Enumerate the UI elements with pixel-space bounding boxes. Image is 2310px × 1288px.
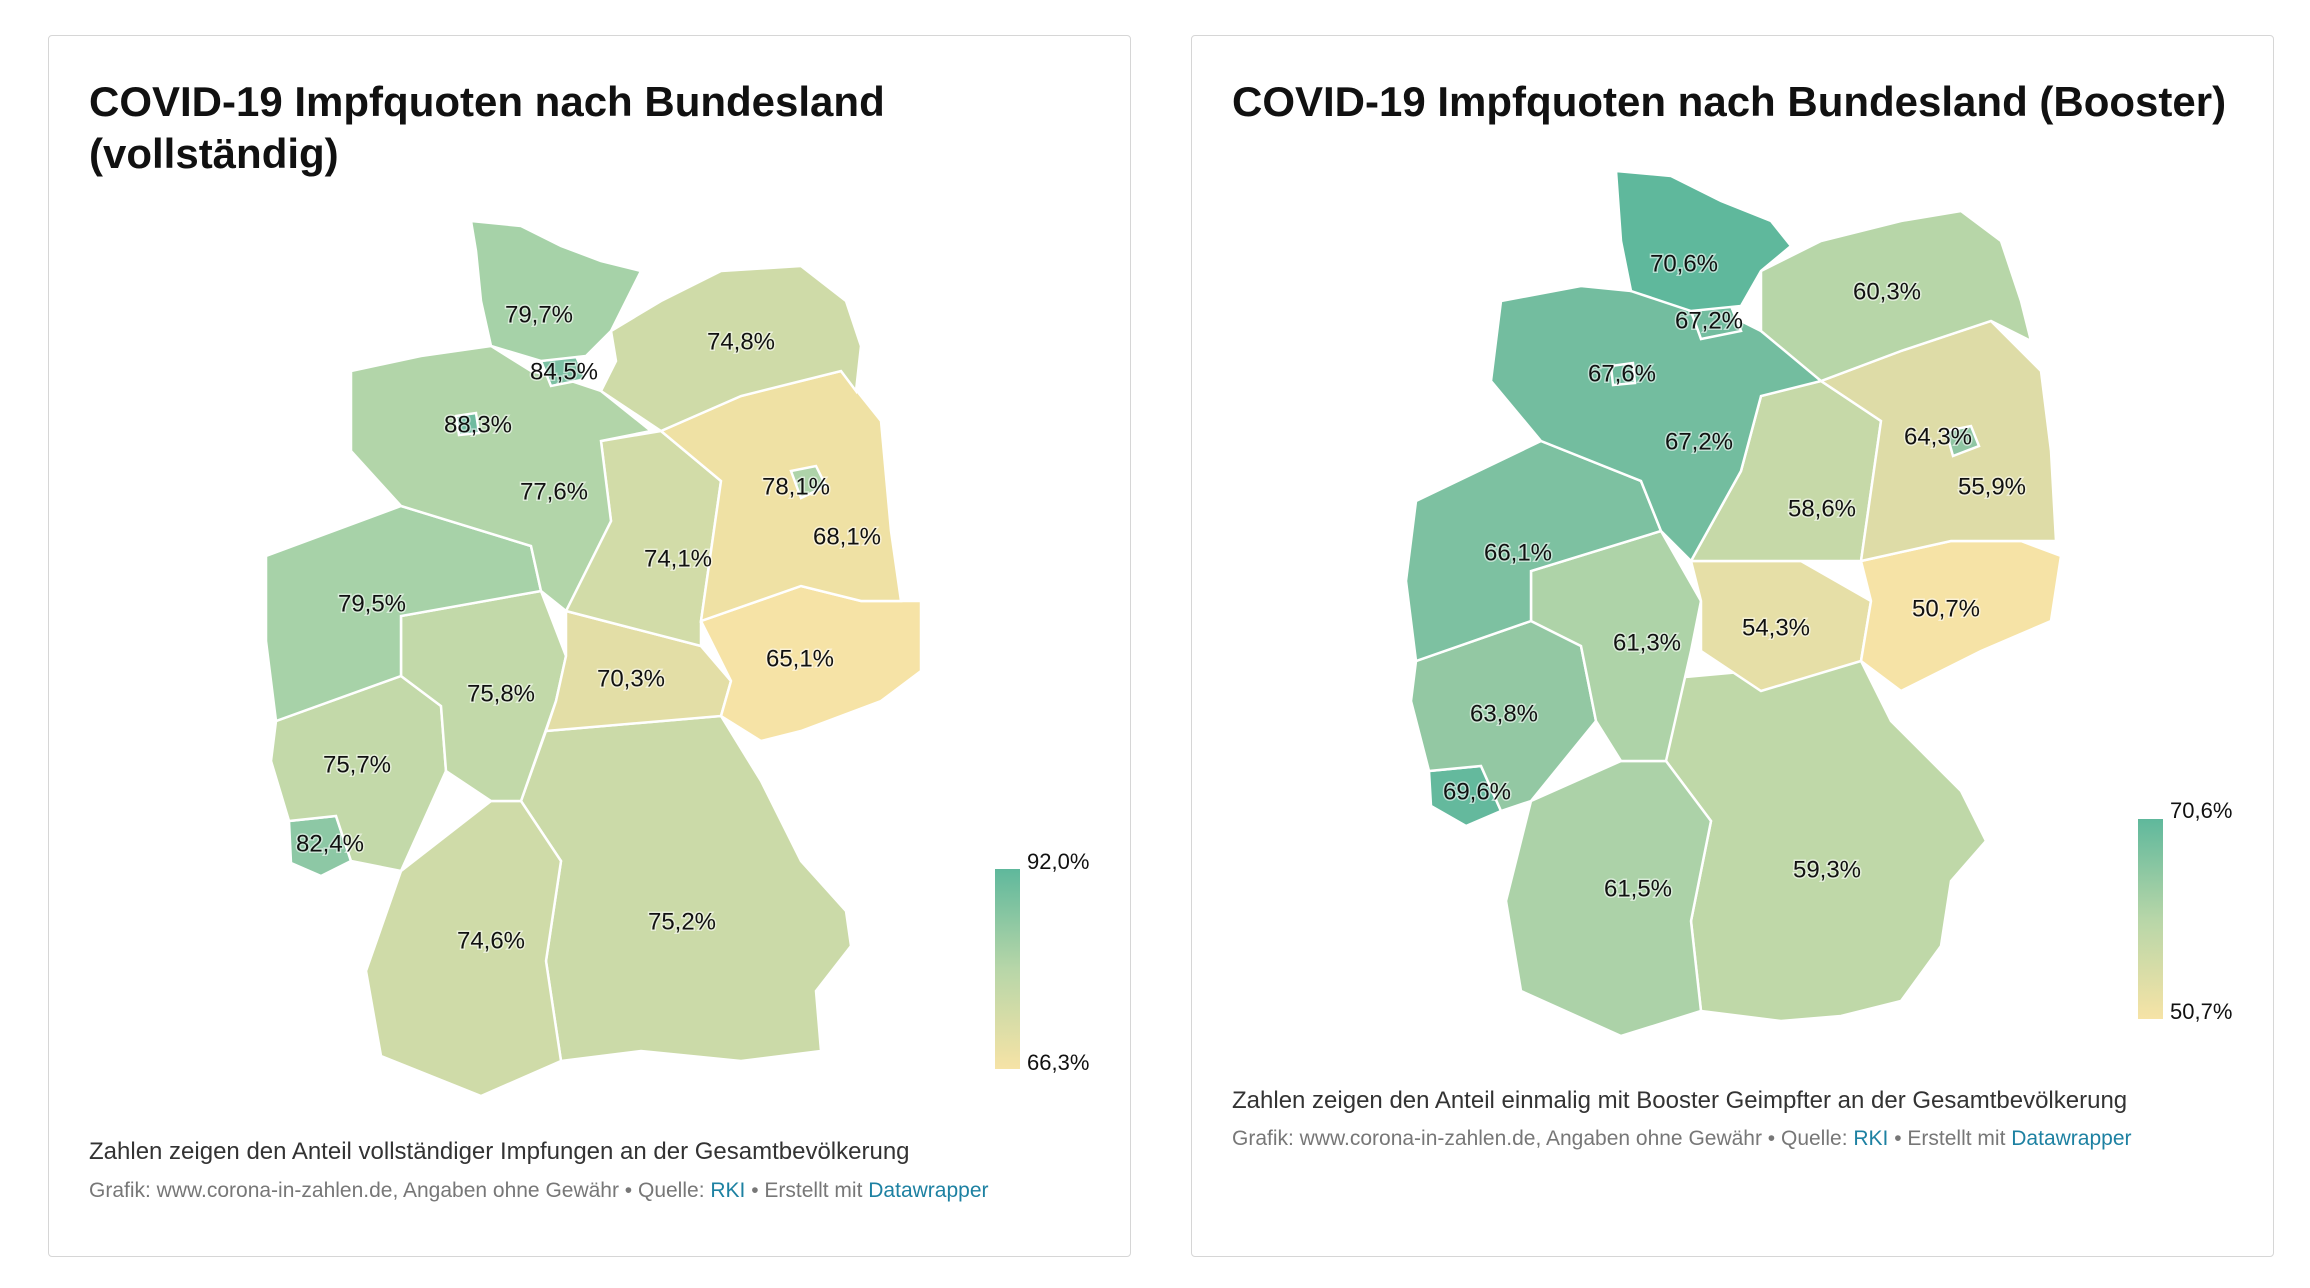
datawrapper-link[interactable]: Datawrapper	[2011, 1127, 2132, 1150]
region-bremen[interactable]	[454, 411, 481, 437]
color-legend-bar	[995, 869, 1020, 1069]
value-label-hamburg: 67,2%	[1675, 307, 1743, 334]
germany-map: 70,6% 67,2% 60,3% 67,6% 67,2% 64,3% 55,9…	[1404, 169, 2063, 1038]
datawrapper-link[interactable]: Datawrapper	[868, 1179, 989, 1202]
value-label-bremen: 67,6%	[1588, 360, 1656, 387]
value-label-brandenburg: 68,1%	[813, 523, 881, 550]
region-hessen[interactable]	[1529, 529, 1703, 763]
value-label-rheinland-pfalz: 63,8%	[1470, 700, 1538, 727]
region-thueringen[interactable]	[1689, 559, 1873, 693]
map-card-vollstaendig: COVID-19 Impfquoten nach Bundesland (vol…	[48, 35, 1131, 1257]
color-legend-bar	[2138, 819, 2163, 1019]
value-label-niedersachsen: 67,2%	[1665, 428, 1733, 455]
value-label-bremen: 88,3%	[444, 411, 512, 438]
value-label-saarland: 82,4%	[296, 830, 364, 857]
value-label-thueringen: 70,3%	[597, 665, 665, 692]
value-label-berlin: 78,1%	[762, 473, 830, 500]
chart-description: Zahlen zeigen den Anteil vollständiger I…	[89, 1138, 910, 1165]
region-mecklenburg-vorpommern[interactable]	[1759, 209, 2033, 383]
value-label-rheinland-pfalz: 75,7%	[323, 751, 391, 778]
region-hessen[interactable]	[399, 589, 568, 803]
value-label-schleswig-holstein: 79,7%	[505, 301, 573, 328]
value-label-brandenburg: 55,9%	[1958, 473, 2026, 500]
region-bayern[interactable]	[519, 714, 853, 1063]
value-label-bayern: 59,3%	[1793, 856, 1861, 883]
legend-max-label: 70,6%	[2170, 798, 2233, 823]
value-label-hamburg: 84,5%	[530, 358, 598, 385]
chart-title: COVID-19 Impfquoten nach Bundesland (Boo…	[1232, 78, 2227, 125]
region-berlin[interactable]	[1944, 424, 1981, 458]
value-label-hessen: 75,8%	[467, 680, 535, 707]
region-schleswig-holstein[interactable]	[1614, 169, 1793, 313]
value-label-baden-wuerttemberg: 74,6%	[457, 927, 525, 954]
value-label-sachsen: 65,1%	[766, 645, 834, 672]
value-label-nordrhein-westfalen: 66,1%	[1484, 539, 1552, 566]
footer-made-with: • Erstellt mit	[745, 1179, 869, 1202]
germany-map: 79,7% 84,5% 74,8% 88,3% 77,6% 78,1% 68,1…	[264, 219, 923, 1098]
legend-max-label: 92,0%	[1027, 849, 1090, 874]
value-label-bayern: 75,2%	[648, 908, 716, 935]
value-label-mecklenburg-vorpommern: 74,8%	[707, 328, 775, 355]
value-label-hessen: 61,3%	[1613, 629, 1681, 656]
chart-footer: Grafik: www.corona-in-zahlen.de, Angaben…	[1232, 1127, 2132, 1151]
footer-made-with: • Erstellt mit	[1888, 1127, 2012, 1150]
value-label-baden-wuerttemberg: 61,5%	[1604, 875, 1672, 902]
value-label-sachsen-anhalt: 74,1%	[644, 545, 712, 572]
footer-credit: Grafik: www.corona-in-zahlen.de, Angaben…	[1232, 1127, 1854, 1150]
legend-min-label: 66,3%	[1027, 1050, 1090, 1075]
map-card-booster: COVID-19 Impfquoten nach Bundesland (Boo…	[1191, 35, 2274, 1257]
region-schleswig-holstein[interactable]	[469, 219, 643, 363]
chart-description: Zahlen zeigen den Anteil einmalig mit Bo…	[1232, 1087, 2128, 1114]
value-label-niedersachsen: 77,6%	[520, 478, 588, 505]
chart-title: COVID-19 Impfquoten nach Bundesland (vol…	[89, 78, 885, 177]
value-label-sachsen-anhalt: 58,6%	[1788, 495, 1856, 522]
region-berlin[interactable]	[789, 464, 828, 500]
value-label-sachsen: 50,7%	[1912, 595, 1980, 622]
chart-footer: Grafik: www.corona-in-zahlen.de, Angaben…	[89, 1179, 989, 1203]
region-mecklenburg-vorpommern[interactable]	[599, 264, 863, 433]
region-bremen[interactable]	[1609, 361, 1637, 387]
region-niedersachsen[interactable]	[349, 344, 654, 613]
source-link[interactable]: RKI	[710, 1179, 746, 1202]
value-label-mecklenburg-vorpommern: 60,3%	[1853, 278, 1921, 305]
value-label-saarland: 69,6%	[1443, 778, 1511, 805]
value-label-nordrhein-westfalen: 79,5%	[338, 590, 406, 617]
region-thueringen[interactable]	[544, 609, 733, 733]
value-label-berlin: 64,3%	[1904, 423, 1972, 450]
value-label-schleswig-holstein: 70,6%	[1650, 250, 1718, 277]
source-link[interactable]: RKI	[1853, 1127, 1889, 1150]
legend-min-label: 50,7%	[2170, 999, 2233, 1024]
value-label-thueringen: 54,3%	[1742, 614, 1810, 641]
footer-credit: Grafik: www.corona-in-zahlen.de, Angaben…	[89, 1179, 711, 1202]
